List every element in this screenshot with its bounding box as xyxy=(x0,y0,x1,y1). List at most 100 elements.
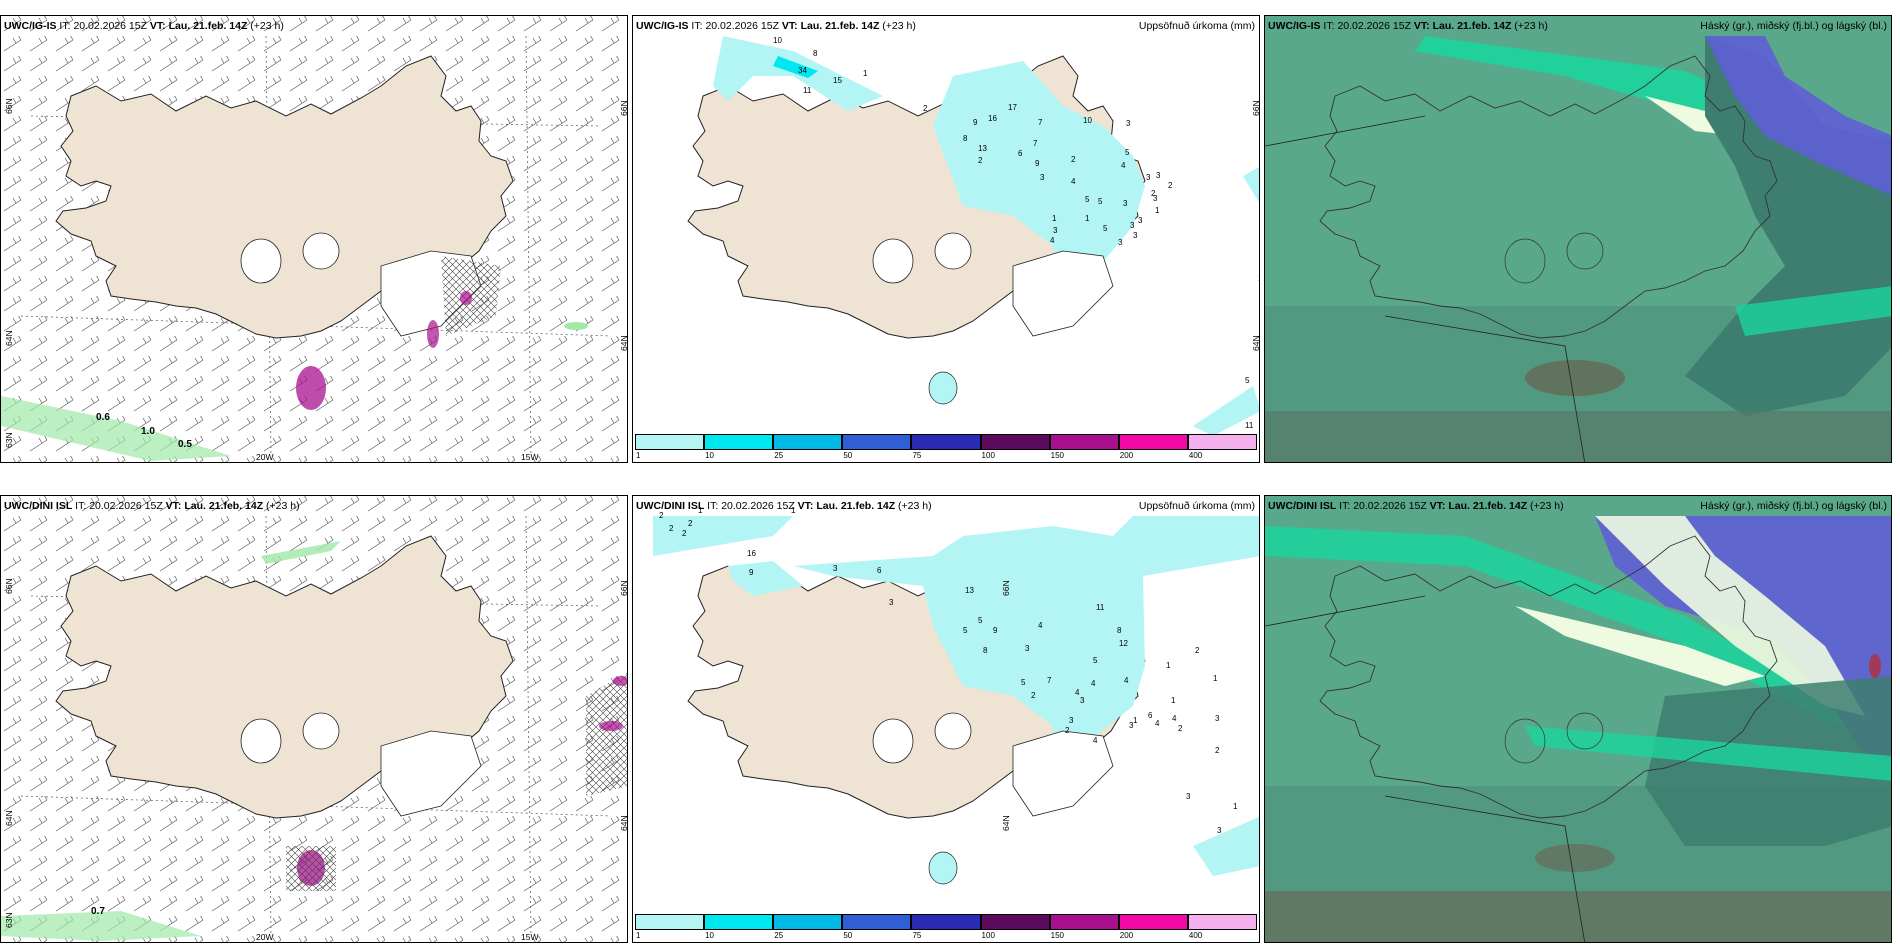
precip-value: 17 xyxy=(1008,103,1017,112)
legend-swatch xyxy=(980,914,1050,930)
precip-value: 1 xyxy=(1213,674,1218,683)
precip-value: 4 xyxy=(1124,676,1129,685)
precip-value: 3 xyxy=(1053,226,1058,235)
precip-value: 4 xyxy=(1038,621,1043,630)
precip-value: 16 xyxy=(988,114,997,123)
legend-tick: 1 xyxy=(636,931,641,940)
legend-tick: 150 xyxy=(1050,931,1065,940)
legend-tick: 10 xyxy=(705,931,715,940)
legend-swatch xyxy=(635,914,705,930)
legend-tick: 1 xyxy=(636,451,641,460)
precip-value: 1 xyxy=(698,506,703,515)
legend-swatch xyxy=(1118,434,1188,450)
panel-title: Uppsöfnuð úrkoma (mm) xyxy=(1138,20,1255,32)
wind-map xyxy=(1,16,627,462)
precip-value: 2 xyxy=(1031,691,1036,700)
precip-value: 1 xyxy=(1166,661,1171,670)
precip-value: 5 xyxy=(1021,678,1026,687)
precip-value: 2 xyxy=(1178,724,1183,733)
legend-tick: 50 xyxy=(843,451,853,460)
panel-dini-precip: UWC/DINI ISL IT: 20.02.2026 15Z VT: Lau.… xyxy=(632,495,1260,943)
panel-header: UWC/DINI ISL IT: 20.02.2026 15Z VT: Lau.… xyxy=(1268,500,1564,512)
panel-dini-clouds: UWC/DINI ISL IT: 20.02.2026 15Z VT: Lau.… xyxy=(1264,495,1892,943)
panel-title: Háský (gr.), miðský (fj.bl.) og lágský (… xyxy=(1700,500,1887,512)
precip-value: 1 xyxy=(1171,696,1176,705)
precip-value: 6 xyxy=(1148,711,1153,720)
precip-map xyxy=(653,516,1259,885)
precip-legend: 1 10 25 50 75 100 150 200 400 xyxy=(635,434,1257,460)
lat-label: 64N xyxy=(1001,815,1011,831)
legend-tick: 25 xyxy=(774,931,784,940)
precip-value: 11 xyxy=(1096,603,1105,612)
precip-value: 7 xyxy=(1038,118,1043,127)
precip-value: 1 xyxy=(1155,206,1160,215)
precip-value: 13 xyxy=(978,144,987,153)
precip-value: 7 xyxy=(1033,139,1038,148)
lon-label: 15W xyxy=(521,932,539,942)
precip-value: 3 xyxy=(1126,119,1131,128)
precip-value: 1 xyxy=(1052,214,1057,223)
precip-value: 5 xyxy=(963,626,968,635)
lat-label: 64N xyxy=(1251,335,1260,351)
precip-value: 34 xyxy=(798,66,807,75)
contour-value: 0.5 xyxy=(178,439,192,450)
lat-label: 63N xyxy=(4,912,14,928)
precip-value: 10 xyxy=(773,36,782,45)
precip-value: 2 xyxy=(978,156,983,165)
precip-value: 3 xyxy=(1130,221,1135,230)
precip-value: 3 xyxy=(1040,173,1045,182)
precip-value: 1 xyxy=(1133,716,1138,725)
panel-title: Uppsöfnuð úrkoma (mm) xyxy=(1138,500,1255,512)
lat-label: 63N xyxy=(4,432,14,448)
panel-header: UWC/IG-IS IT: 20.02.2026 15Z VT: Lau. 21… xyxy=(636,20,916,32)
legend-swatch xyxy=(1187,914,1257,930)
precip-value: 2 xyxy=(688,519,693,528)
cloud-map xyxy=(1265,496,1891,942)
precip-value: 3 xyxy=(1156,171,1161,180)
precip-value: 3 xyxy=(1133,231,1138,240)
lat-label: 64N xyxy=(619,335,628,351)
legend-swatch xyxy=(911,914,981,930)
precip-value: 2 xyxy=(659,511,664,520)
precip-value: 9 xyxy=(749,568,754,577)
panel-title: Háský (gr.), miðský (fj.bl.) og lágský (… xyxy=(1700,20,1887,32)
precip-value: 3 xyxy=(1118,238,1123,247)
panel-header: UWC/IG-IS IT: 20.02.2026 15Z VT: Lau. 21… xyxy=(1268,20,1548,32)
precip-value: 5 xyxy=(1125,148,1130,157)
lat-label: 66N xyxy=(1001,580,1011,596)
legend-tick: 100 xyxy=(981,931,995,940)
precip-value: 8 xyxy=(813,49,818,58)
legend-tick: 150 xyxy=(1050,451,1065,460)
precip-value: 3 xyxy=(1186,792,1191,801)
lat-label: 64N xyxy=(619,815,628,831)
precip-value: 8 xyxy=(963,134,968,143)
panel-dini-wind: UWC/DINI ISL IT: 20.02.2026 15Z VT: Lau.… xyxy=(0,495,628,943)
lat-label: 66N xyxy=(4,578,14,594)
precip-value: 3 xyxy=(1025,644,1030,653)
legend-tick: 400 xyxy=(1188,931,1203,940)
contour-value: 1.0 xyxy=(141,426,155,437)
precip-value: 9 xyxy=(993,626,998,635)
lat-label: 66N xyxy=(619,100,628,116)
lat-label: 64N xyxy=(4,810,14,826)
precip-value: 1 xyxy=(1233,802,1238,811)
legend-swatch xyxy=(773,434,843,450)
precip-value: 6 xyxy=(1018,149,1023,158)
precip-value: 12 xyxy=(1119,639,1128,648)
panel-igis-precip: UWC/IG-IS IT: 20.02.2026 15Z VT: Lau. 21… xyxy=(632,15,1260,463)
panel-igis-clouds: UWC/IG-IS IT: 20.02.2026 15Z VT: Lau. 21… xyxy=(1264,15,1892,463)
legend-swatch xyxy=(842,914,912,930)
precip-value: 11 xyxy=(1245,421,1254,430)
precip-value: 2 xyxy=(682,529,687,538)
precip-value: 10 xyxy=(1083,116,1092,125)
precip-value: 3 xyxy=(1215,714,1220,723)
lon-label: 20W xyxy=(256,932,274,942)
legend-tick: 200 xyxy=(1119,451,1134,460)
precip-value: 4 xyxy=(1091,679,1096,688)
precip-value: 5 xyxy=(978,616,983,625)
precip-value: 4 xyxy=(1155,719,1160,728)
precip-legend: 1 10 25 50 75 100 150 200 400 xyxy=(635,914,1257,940)
precip-value: 2 xyxy=(1065,726,1070,735)
lon-label: 15W xyxy=(521,452,539,462)
legend-swatch xyxy=(1049,914,1119,930)
